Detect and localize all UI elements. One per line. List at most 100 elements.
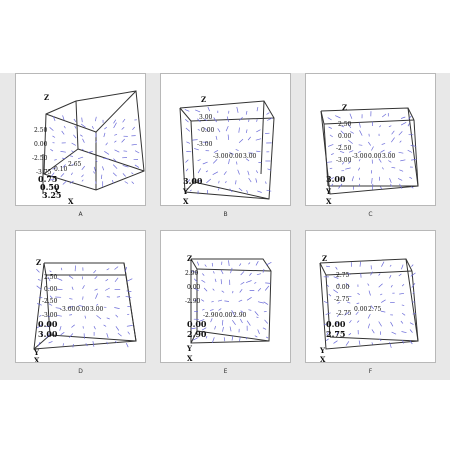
vector-arrow	[196, 261, 200, 266]
vector-arrow	[100, 174, 103, 180]
vector-arrow	[236, 106, 239, 113]
axis-label-x: X	[187, 354, 193, 363]
x-tick: 2.90	[187, 329, 207, 339]
y-tick: -3.00	[352, 153, 368, 160]
z-tick: 0.00	[336, 284, 350, 291]
y-tick: -3.75	[36, 169, 52, 176]
y-tick: -2.90	[203, 312, 219, 319]
vector-arrow	[217, 187, 220, 191]
vector-arrow	[257, 329, 260, 335]
vector-arrow	[62, 115, 65, 121]
vector-arrow	[254, 282, 257, 284]
vector-arrow	[114, 133, 118, 136]
vector-arrow	[70, 172, 73, 176]
vector-arrow	[95, 293, 99, 299]
axis-label-y: Y	[53, 185, 60, 194]
vector-arrow	[68, 333, 74, 338]
x-tick: 0.00	[187, 319, 207, 329]
vector-arrow	[231, 310, 235, 316]
z-tick: -2.50	[336, 145, 352, 152]
vector-arrow	[60, 173, 65, 177]
vector-arrow	[266, 189, 272, 192]
vector-arrow	[246, 190, 248, 194]
vector-arrow	[245, 110, 248, 115]
z-tick: -3.00	[197, 141, 213, 148]
vector-arrow	[247, 170, 250, 176]
vector-arrow	[223, 171, 227, 176]
vector-arrow	[381, 143, 386, 145]
vector-arrow	[59, 325, 62, 331]
vector-arrow	[95, 116, 97, 122]
vector-arrow	[378, 321, 382, 327]
vector-arrow	[36, 324, 42, 329]
vector-arrow	[338, 283, 341, 286]
vector-arrow	[36, 285, 42, 290]
y-tick: 0.10	[54, 166, 68, 173]
vector-arrow	[348, 123, 352, 129]
vector-arrow	[333, 340, 338, 344]
vector-arrow	[341, 162, 345, 165]
vector-arrow	[229, 188, 233, 193]
vector-arrow	[203, 287, 208, 292]
vector-arrow	[55, 307, 62, 309]
vector-arrow	[348, 161, 352, 164]
vector-arrow	[71, 150, 74, 153]
vector-arrow	[221, 319, 224, 326]
vector-arrow	[388, 150, 392, 154]
vector-arrow	[329, 134, 333, 138]
vector-arrow	[224, 300, 230, 302]
vector-arrow	[335, 322, 339, 324]
vector-arrow	[380, 149, 385, 153]
vector-arrow	[202, 308, 205, 311]
y-tick: 0.00	[229, 153, 243, 160]
vector-arrow	[114, 307, 120, 309]
vector-arrow	[93, 166, 96, 172]
vector-arrow	[211, 300, 214, 303]
vector-arrow	[225, 181, 227, 184]
vector-arrow	[206, 178, 212, 184]
vector-arrow	[401, 312, 406, 316]
vector-arrow	[125, 295, 132, 298]
y-tick: 0.00	[219, 312, 233, 319]
vector-arrow	[52, 167, 57, 170]
vector-arrow	[194, 299, 198, 301]
vector-arrow	[60, 267, 63, 271]
vector-arrow	[114, 266, 119, 270]
vector-arrows	[326, 111, 417, 190]
vector-arrow	[371, 342, 373, 345]
vector-arrow	[267, 117, 273, 121]
x-tick: 3.00	[183, 176, 203, 186]
vector-arrow	[207, 106, 210, 112]
vector-arrow	[94, 276, 98, 280]
vector-arrow	[400, 159, 406, 162]
vector-arrow	[184, 109, 190, 112]
x-tick: 0.00	[38, 319, 58, 329]
vector-arrow	[399, 292, 405, 295]
vector-arrow	[255, 178, 258, 183]
vector-arrow	[115, 314, 119, 318]
vector-arrow	[74, 265, 76, 272]
vector-arrow	[204, 127, 209, 133]
x-tick: 0.75	[38, 174, 57, 184]
vector-arrow	[248, 262, 251, 265]
vector-arrow	[412, 312, 416, 315]
vector-arrow	[240, 310, 244, 313]
vector-arrow	[368, 141, 371, 146]
vector-arrow	[411, 264, 414, 267]
vector-arrow	[326, 338, 329, 341]
z-tick: 2.75	[336, 272, 350, 279]
vector-arrow	[368, 290, 371, 296]
vector-arrow	[56, 288, 63, 291]
vector-arrow	[197, 179, 202, 183]
vector-arrow	[195, 109, 201, 113]
vector-arrow	[391, 331, 397, 335]
vector-arrow	[96, 315, 102, 320]
vector-arrow	[410, 145, 417, 147]
vector-arrow	[357, 292, 360, 295]
vector-arrow	[220, 279, 222, 285]
vector-arrow	[81, 148, 85, 151]
vector-arrow	[328, 126, 332, 129]
vector-arrow	[256, 129, 261, 133]
vector-arrow	[358, 158, 361, 162]
vector-arrow	[409, 322, 414, 325]
